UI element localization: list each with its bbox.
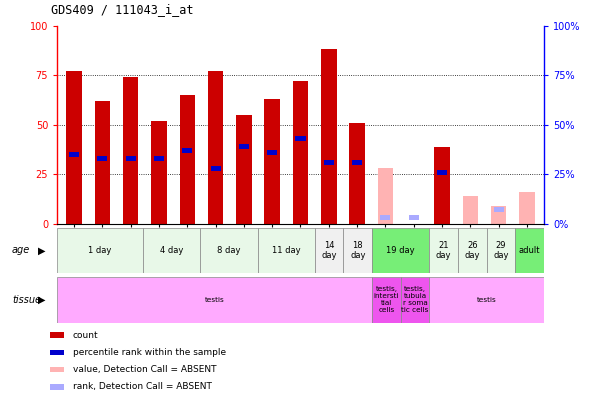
Text: adult: adult bbox=[519, 246, 540, 255]
Text: 14
day: 14 day bbox=[322, 241, 337, 260]
Text: ▶: ▶ bbox=[38, 246, 45, 255]
Bar bbox=[409, 215, 419, 220]
Bar bbox=[519, 192, 535, 224]
Bar bbox=[126, 156, 136, 161]
Bar bbox=[321, 50, 337, 224]
Text: testis: testis bbox=[205, 297, 224, 303]
Bar bbox=[57, 228, 143, 273]
Text: count: count bbox=[73, 331, 98, 339]
Bar bbox=[143, 228, 200, 273]
Bar bbox=[208, 71, 224, 224]
Bar bbox=[491, 206, 507, 224]
Text: value, Detection Call = ABSENT: value, Detection Call = ABSENT bbox=[73, 365, 216, 374]
Bar bbox=[493, 208, 504, 212]
Bar bbox=[50, 367, 64, 372]
Bar bbox=[293, 81, 308, 224]
Bar bbox=[50, 350, 64, 355]
Bar bbox=[377, 168, 393, 224]
Bar bbox=[349, 123, 365, 224]
Bar bbox=[94, 101, 110, 224]
Text: rank, Detection Call = ABSENT: rank, Detection Call = ABSENT bbox=[73, 383, 212, 392]
Bar bbox=[97, 156, 108, 161]
Text: ▶: ▶ bbox=[38, 295, 45, 305]
Bar bbox=[458, 228, 487, 273]
Text: 29
day: 29 day bbox=[493, 241, 508, 260]
Text: 4 day: 4 day bbox=[160, 246, 183, 255]
Text: 8 day: 8 day bbox=[217, 246, 240, 255]
Bar bbox=[380, 215, 391, 220]
Text: tissue: tissue bbox=[12, 295, 41, 305]
Bar bbox=[487, 228, 515, 273]
Text: 19 day: 19 day bbox=[386, 246, 415, 255]
Bar bbox=[264, 99, 280, 224]
Bar bbox=[182, 148, 192, 153]
Bar bbox=[258, 228, 315, 273]
Bar bbox=[437, 170, 447, 175]
Bar bbox=[154, 156, 164, 161]
Bar bbox=[239, 144, 249, 149]
Bar bbox=[267, 150, 277, 155]
Bar bbox=[429, 277, 544, 323]
Bar bbox=[123, 77, 138, 224]
Bar bbox=[180, 95, 195, 224]
Bar bbox=[50, 384, 64, 390]
Bar bbox=[324, 160, 334, 165]
Bar bbox=[57, 277, 372, 323]
Bar bbox=[210, 166, 221, 171]
Text: 1 day: 1 day bbox=[88, 246, 112, 255]
Bar bbox=[343, 228, 372, 273]
Text: testis,
tubula
r soma
tic cells: testis, tubula r soma tic cells bbox=[401, 286, 429, 314]
Text: GDS409 / 111043_i_at: GDS409 / 111043_i_at bbox=[51, 3, 194, 16]
Bar bbox=[435, 147, 450, 224]
Bar bbox=[50, 332, 64, 338]
Text: 26
day: 26 day bbox=[465, 241, 480, 260]
Text: 21
day: 21 day bbox=[436, 241, 451, 260]
Bar bbox=[372, 277, 401, 323]
Text: 11 day: 11 day bbox=[272, 246, 300, 255]
Bar bbox=[69, 152, 79, 157]
Bar bbox=[200, 228, 258, 273]
Bar bbox=[515, 228, 544, 273]
Bar bbox=[401, 277, 429, 323]
Bar bbox=[352, 160, 362, 165]
Bar bbox=[296, 136, 305, 141]
Bar bbox=[236, 115, 252, 224]
Text: testis: testis bbox=[477, 297, 496, 303]
Bar bbox=[429, 228, 458, 273]
Bar bbox=[66, 71, 82, 224]
Bar bbox=[372, 228, 429, 273]
Text: percentile rank within the sample: percentile rank within the sample bbox=[73, 348, 225, 357]
Text: age: age bbox=[12, 246, 30, 255]
Text: testis,
intersti
tial
cells: testis, intersti tial cells bbox=[374, 286, 399, 314]
Bar bbox=[315, 228, 343, 273]
Bar bbox=[151, 121, 166, 224]
Text: 18
day: 18 day bbox=[350, 241, 365, 260]
Bar bbox=[463, 196, 478, 224]
